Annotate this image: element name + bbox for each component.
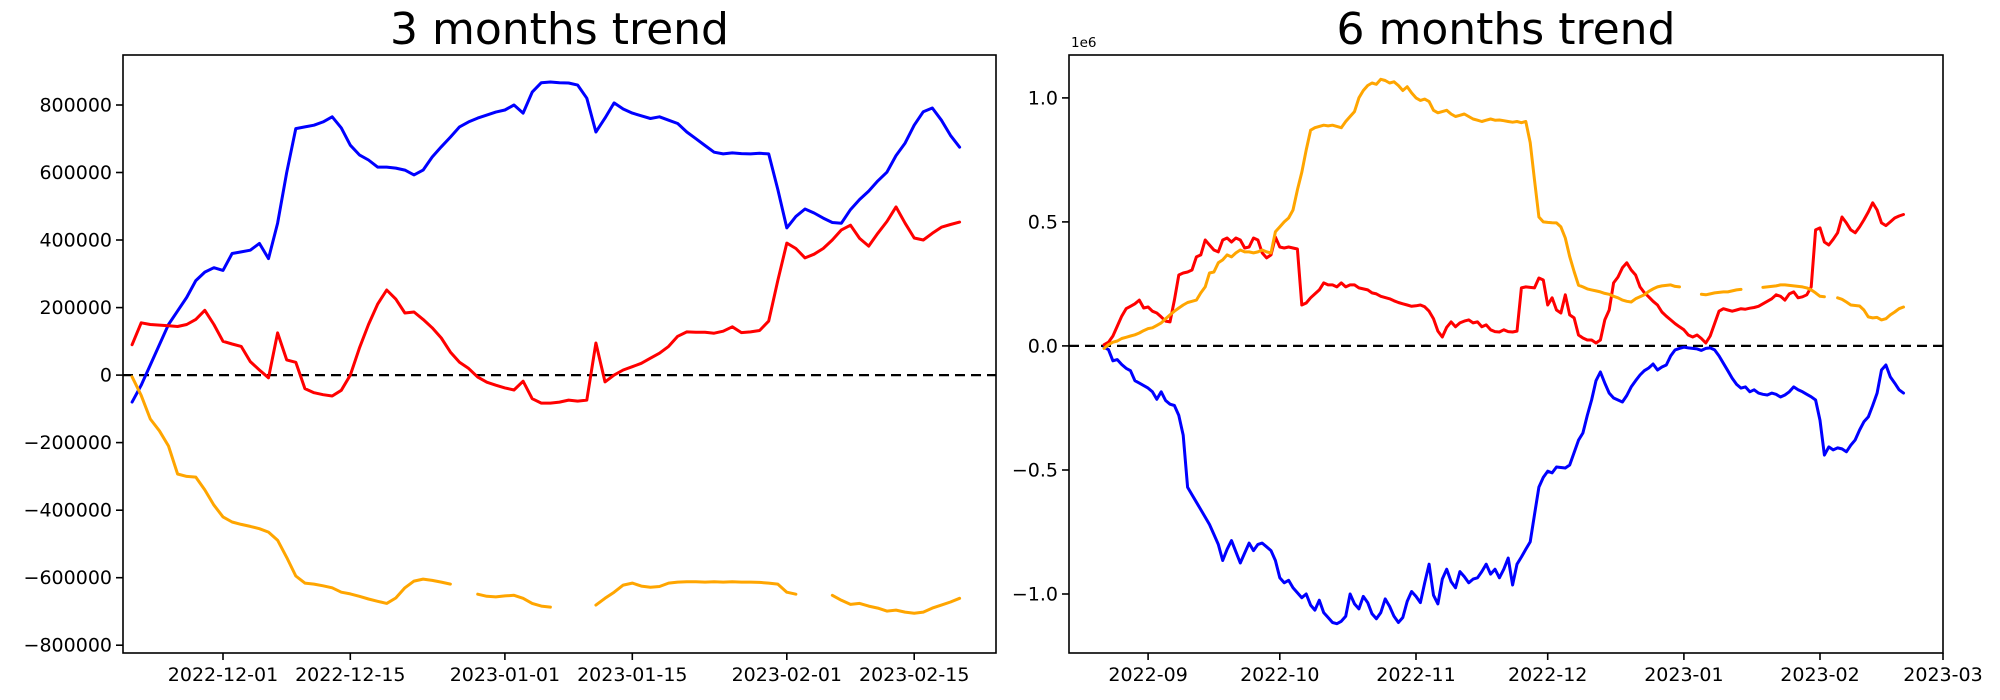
x-axis-tick-label: 2023-03 bbox=[1903, 664, 1982, 686]
y-axis-tick-label: −1.0 bbox=[1012, 584, 1058, 606]
x-axis-tick-label: 2022-12 bbox=[1508, 664, 1587, 686]
x-axis-tick-label: 2023-01 bbox=[1644, 664, 1723, 686]
series-segment-orange bbox=[1836, 296, 1905, 322]
y-axis-tick-label: −800000 bbox=[24, 635, 112, 657]
y-axis-tick-label: 1.0 bbox=[1028, 87, 1058, 109]
series-line-blue bbox=[130, 80, 962, 404]
chart-title: 6 months trend bbox=[1337, 4, 1676, 55]
series-segment-orange bbox=[1102, 77, 1681, 350]
y-axis-tick-label: 400000 bbox=[39, 230, 112, 252]
series-line-blue bbox=[1102, 345, 1905, 626]
series-segment-blue bbox=[130, 80, 962, 404]
series-segment-red bbox=[130, 205, 962, 405]
x-axis-tick-label: 2022-11 bbox=[1376, 664, 1455, 686]
series-line-red bbox=[1102, 201, 1905, 347]
chart-title: 3 months trend bbox=[390, 4, 729, 55]
left-chart: 2022-12-01 2022-12-15 2023-01-01 2023-01-15… bbox=[24, 4, 997, 686]
y-axis-tick-label: 0.5 bbox=[1028, 211, 1058, 233]
plot-border bbox=[1068, 54, 1944, 654]
x-axis-tick-label: 2022-12-01 bbox=[168, 664, 278, 686]
x-axis-tick-label: 2023-02-15 bbox=[859, 664, 969, 686]
series-line-orange bbox=[1102, 77, 1905, 350]
x-axis-tick-label: 2022-10 bbox=[1240, 664, 1319, 686]
series-segment-orange bbox=[830, 593, 962, 615]
y-axis-offset-label: 1e6 bbox=[1071, 35, 1096, 51]
y-axis-tick-label: 0.0 bbox=[1028, 335, 1058, 357]
y-axis-tick-label: −200000 bbox=[24, 432, 112, 454]
series-segment-orange bbox=[476, 592, 552, 609]
x-axis-tick-label: 2022-09 bbox=[1108, 664, 1187, 686]
series-segment-orange bbox=[1761, 283, 1826, 299]
y-axis-tick-label: −600000 bbox=[24, 567, 112, 589]
series-segment-orange bbox=[1699, 287, 1743, 297]
plot-border bbox=[122, 54, 997, 654]
series-segment-orange bbox=[130, 375, 452, 605]
series-line-orange bbox=[130, 375, 962, 615]
x-axis-tick-label: 2022-12-15 bbox=[295, 664, 405, 686]
x-axis-tick-label: 2023-01-01 bbox=[450, 664, 560, 686]
y-axis-tick-label: 800000 bbox=[39, 95, 112, 117]
series-segment-blue bbox=[1102, 345, 1905, 626]
series-line-red bbox=[130, 205, 962, 405]
x-axis-tick-label: 2023-02 bbox=[1780, 664, 1859, 686]
y-axis-tick-label: 0 bbox=[100, 365, 112, 387]
x-axis-tick-label: 2023-01-15 bbox=[577, 664, 687, 686]
y-axis-tick-label: −0.5 bbox=[1012, 460, 1058, 482]
y-axis-tick-label: 600000 bbox=[39, 162, 112, 184]
y-axis-tick-label: −400000 bbox=[24, 500, 112, 522]
right-chart: 2022-09 2022-10 2022-11 2022-12 2023-01 2023-… bbox=[1012, 4, 1983, 686]
y-axis-tick-label: 200000 bbox=[39, 297, 112, 319]
series-segment-red bbox=[1102, 201, 1905, 347]
x-axis-tick-label: 2023-02-01 bbox=[732, 664, 842, 686]
series-segment-orange bbox=[594, 580, 798, 607]
